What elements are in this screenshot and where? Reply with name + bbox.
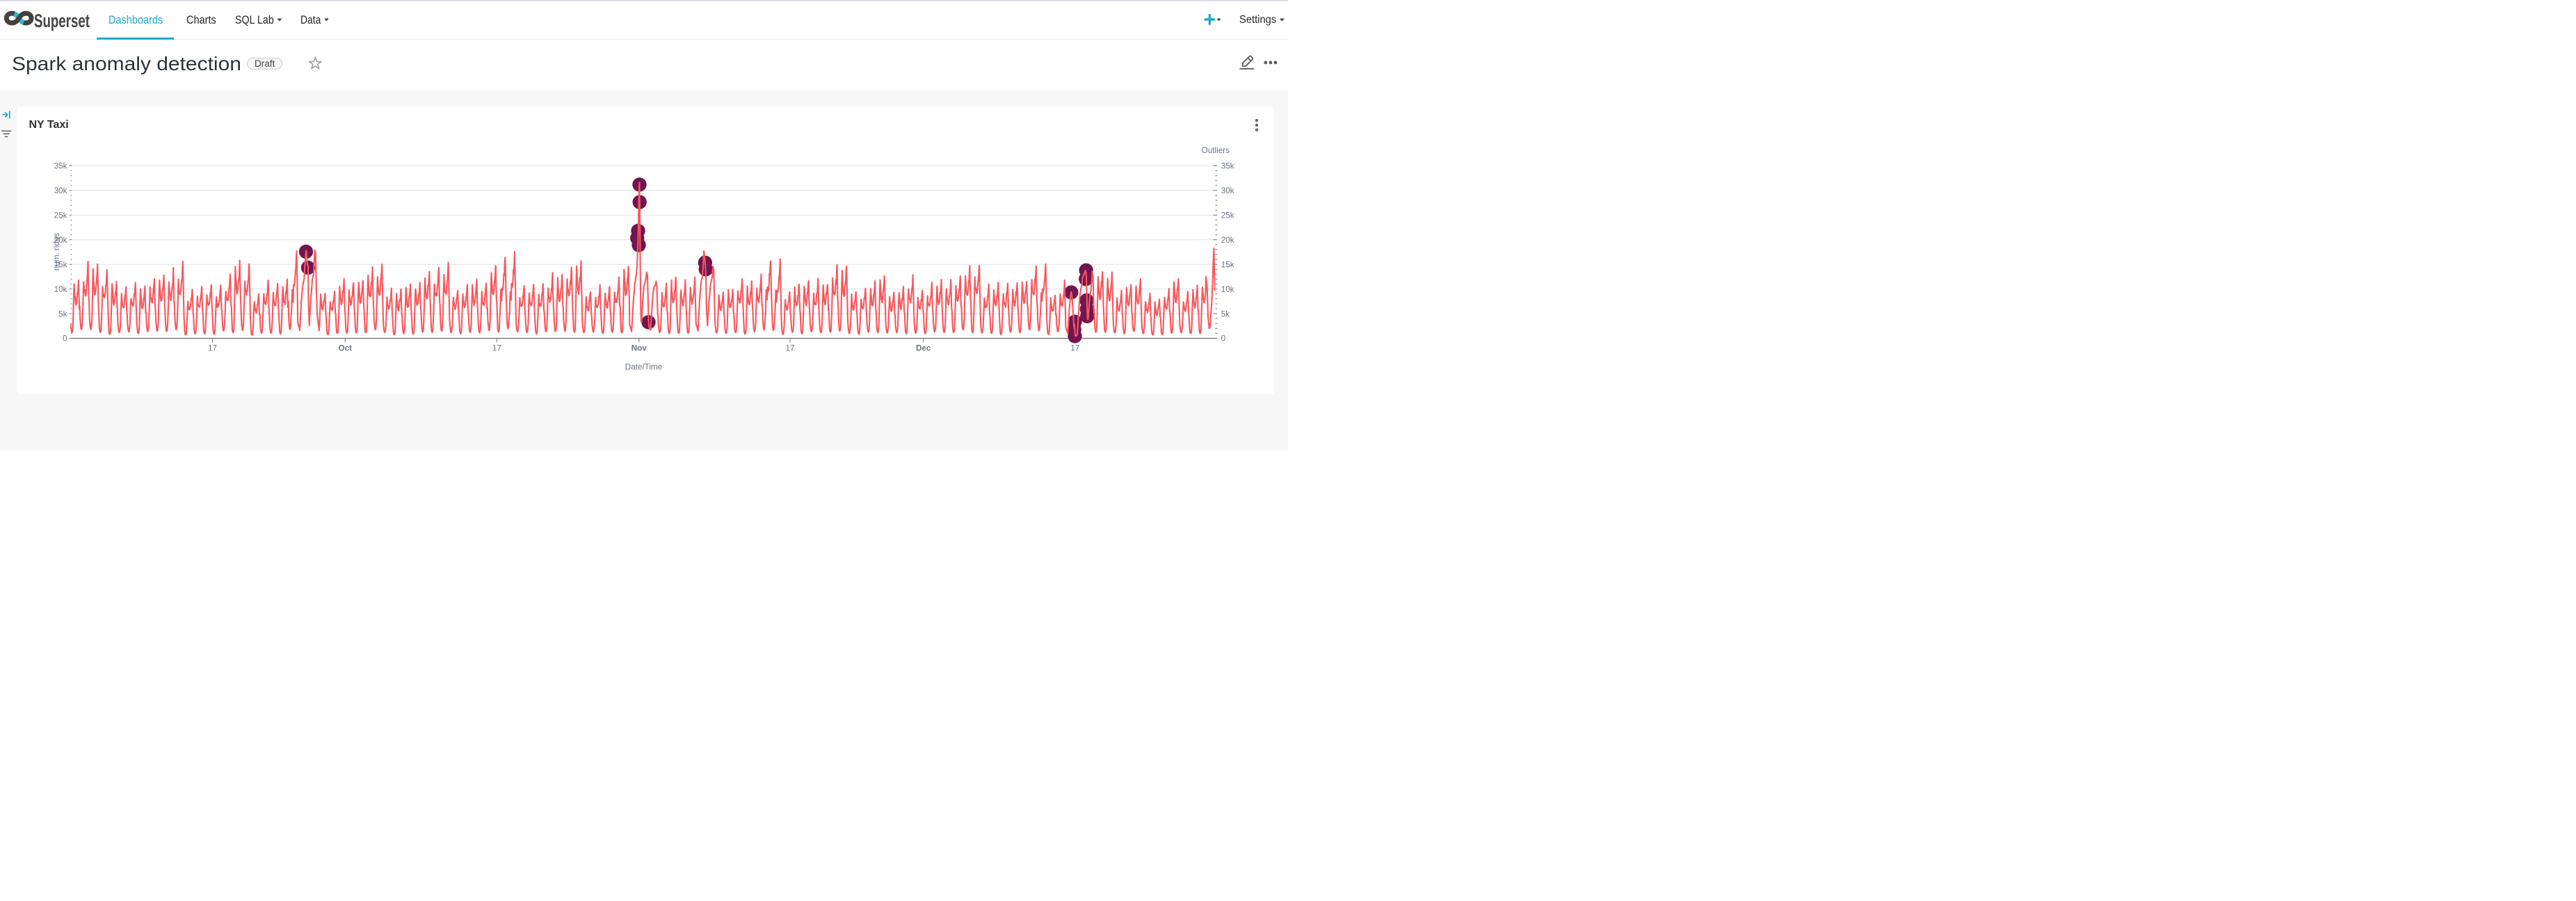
svg-text:15k: 15k — [1221, 260, 1234, 269]
svg-text:15k: 15k — [54, 260, 67, 269]
svg-text:17: 17 — [208, 344, 217, 353]
svg-text:Date/Time: Date/Time — [625, 363, 662, 372]
svg-text:20k: 20k — [1221, 236, 1234, 245]
svg-text:17: 17 — [1070, 344, 1079, 353]
svg-text:Dec: Dec — [916, 344, 931, 353]
svg-text:30k: 30k — [1221, 186, 1234, 195]
svg-text:35k: 35k — [1221, 162, 1234, 171]
svg-text:10k: 10k — [1221, 285, 1234, 294]
svg-text:5k: 5k — [58, 309, 67, 318]
svg-text:17: 17 — [785, 344, 794, 353]
svg-text:35k: 35k — [54, 162, 67, 171]
svg-text:Outliers: Outliers — [1202, 146, 1230, 155]
svg-text:25k: 25k — [1221, 211, 1234, 220]
svg-text:17: 17 — [492, 344, 501, 353]
svg-text:25k: 25k — [54, 211, 67, 220]
svg-text:Oct: Oct — [339, 344, 353, 353]
svg-text:20k: 20k — [54, 236, 67, 245]
svg-text:0: 0 — [63, 334, 67, 343]
svg-text:5k: 5k — [1221, 309, 1230, 318]
svg-text:0: 0 — [1221, 334, 1226, 343]
svg-text:10k: 10k — [54, 285, 67, 294]
svg-text:30k: 30k — [54, 186, 67, 195]
svg-text:num. rides: num. rides — [52, 233, 61, 271]
svg-text:Nov: Nov — [631, 344, 647, 353]
